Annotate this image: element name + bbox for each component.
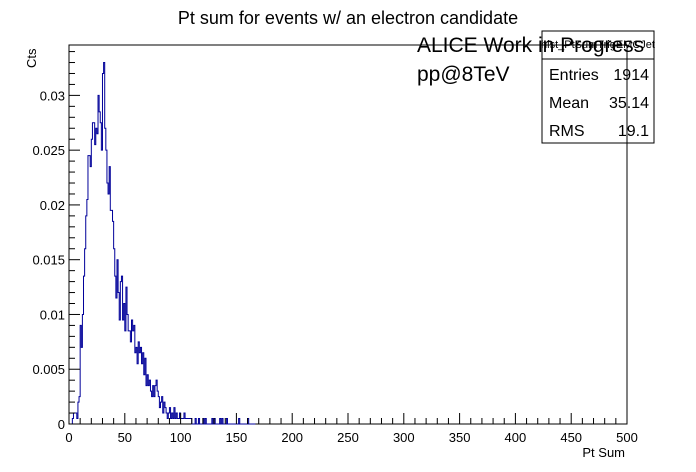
x-tick-label: 450	[560, 430, 582, 445]
y-tick-label: 0.03	[40, 88, 65, 103]
histogram-line	[69, 62, 256, 425]
y-tick-label: 0.025	[32, 143, 65, 158]
y-tick-label: 0.01	[40, 307, 65, 322]
stats-rms-label: RMS	[549, 123, 585, 140]
x-tick-label: 250	[337, 430, 359, 445]
chart-title: Pt sum for events w/ an electron candida…	[178, 8, 518, 28]
x-tick-label: 150	[226, 430, 248, 445]
stats-mean-value: 35.14	[609, 95, 649, 112]
x-tick-label: 100	[170, 430, 192, 445]
y-tick-label: 0	[58, 417, 65, 432]
x-tick-label: 400	[505, 430, 527, 445]
y-tick-label: 0.02	[40, 198, 65, 213]
histogram-series	[69, 62, 256, 425]
annotation-alice: ALICE Work in Progress	[417, 34, 644, 57]
x-tick-label: 50	[118, 430, 132, 445]
stats-rms-value: 19.1	[618, 123, 649, 140]
y-axis-label: Cts	[24, 48, 39, 68]
x-axis: 0 50 100 150 200 250 300 350 400 450 500	[65, 413, 638, 445]
stats-mean-label: Mean	[549, 95, 589, 112]
stats-entries-value: 1914	[613, 67, 649, 84]
x-tick-label: 300	[393, 430, 415, 445]
x-axis-label: Pt Sum	[582, 445, 625, 460]
x-tick-label: 350	[449, 430, 471, 445]
x-tick-label: 200	[281, 430, 303, 445]
stats-entries-label: Entries	[549, 67, 599, 84]
x-tick-label: 500	[616, 430, 638, 445]
stats-box-name: hist_PtSumTrigEMCJet	[541, 39, 655, 51]
y-tick-label: 0.005	[32, 362, 65, 377]
stats-box: hist_PtSumTrigEMCJet Entries 1914 Mean 3…	[541, 30, 655, 144]
annotation-energy: pp@8TeV	[417, 63, 510, 86]
y-tick-label: 0.015	[32, 253, 65, 268]
y-axis: 0 0.005 0.01 0.015 0.02 0.025 0.03	[32, 51, 80, 432]
x-tick-label: 0	[65, 430, 72, 445]
